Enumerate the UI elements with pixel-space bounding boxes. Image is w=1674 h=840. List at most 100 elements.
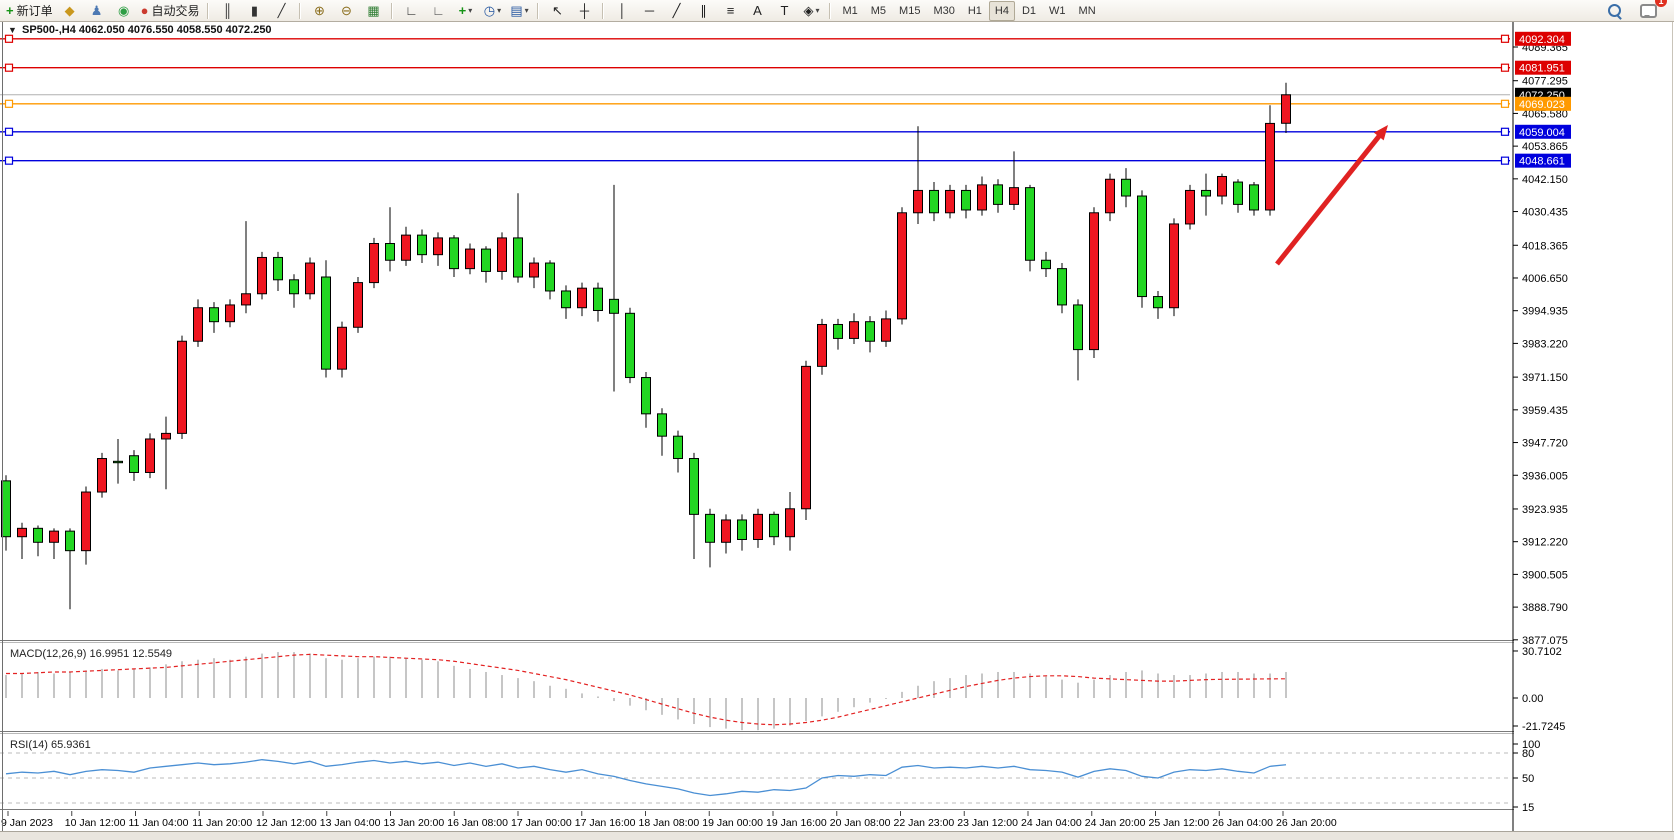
navigator-button[interactable]: ∟ xyxy=(425,0,451,22)
macd-histogram-bar xyxy=(1029,673,1031,698)
add-indicator-button[interactable]: + ▾ xyxy=(452,0,478,22)
candle-body xyxy=(129,455,139,473)
time-tick-label: 16 Jan 08:00 xyxy=(447,817,508,829)
text-label-icon: T xyxy=(780,3,789,18)
resistance-line-upper-handle[interactable] xyxy=(1500,34,1510,43)
candle-body xyxy=(49,530,59,543)
market-watch-button[interactable]: ♟ xyxy=(84,0,110,22)
text-icon: A xyxy=(753,3,762,18)
horizontal-line-button[interactable]: ─ xyxy=(636,0,662,22)
periods-clock-icon: ◷ xyxy=(483,3,496,18)
bar-chart-button[interactable]: ║ xyxy=(214,0,240,22)
timeframe-button-h1[interactable]: H1 xyxy=(967,4,982,17)
support-line-upper-handle[interactable] xyxy=(1500,127,1510,136)
vertical-line-button[interactable]: │ xyxy=(609,0,635,22)
macd-histogram-bar xyxy=(933,681,935,698)
trend-arrow-line[interactable] xyxy=(1275,131,1384,266)
timeframe-button-d1[interactable]: D1 xyxy=(1021,4,1037,17)
support-line-lower-handle[interactable] xyxy=(1500,156,1510,165)
candles-icon: ▮ xyxy=(250,3,259,18)
trend-arrow-head[interactable] xyxy=(1373,125,1388,141)
zoom-out-button[interactable]: ⊖ xyxy=(333,0,359,22)
resistance-line-upper-handle[interactable] xyxy=(4,34,14,43)
candle-body xyxy=(801,365,811,510)
orange-level-line-handle[interactable] xyxy=(1500,99,1510,108)
candle-body xyxy=(337,326,347,370)
time-tick-label: 22 Jan 23:00 xyxy=(894,817,955,829)
zoom-in-button[interactable]: ⊕ xyxy=(306,0,332,22)
macd-histogram-bar xyxy=(341,659,343,698)
navigator-window-icon: ∟ xyxy=(432,3,445,18)
periods-button[interactable]: ◷ ▾ xyxy=(479,0,505,22)
arrows-button[interactable]: ◈ ▾ xyxy=(798,0,824,22)
macd-histogram-bar xyxy=(1045,676,1047,698)
timeframe-button-m5[interactable]: M5 xyxy=(870,4,887,17)
timeframe-button-mn[interactable]: MN xyxy=(1078,4,1096,17)
resistance-line-lower-badge xyxy=(1515,60,1571,75)
profiles-icon: ◆ xyxy=(64,3,75,18)
timeframe-button-m15[interactable]: M15 xyxy=(899,4,921,17)
candle-body xyxy=(161,432,171,440)
tile-windows-button[interactable]: ▦ xyxy=(360,0,386,22)
support-line-lower-handle[interactable] xyxy=(4,156,14,165)
signals-button[interactable]: ◉ xyxy=(111,0,137,22)
macd-histogram-bar xyxy=(1269,673,1271,698)
trendline-button[interactable]: ╱ xyxy=(663,0,689,22)
support-line-upper-handle[interactable] xyxy=(4,127,14,136)
price-tick-label: 4030.435 xyxy=(1522,207,1568,219)
timeframe-button-w1[interactable]: W1 xyxy=(1049,4,1066,17)
search-button[interactable] xyxy=(1601,0,1627,22)
crosshair-button[interactable]: ┼ xyxy=(571,0,597,22)
candle-body xyxy=(385,242,395,261)
macd-histogram-bar xyxy=(885,698,887,699)
price-tick-label: 4018.365 xyxy=(1522,240,1568,252)
fibonacci-button[interactable]: ≡ xyxy=(717,0,743,22)
candle-body xyxy=(641,377,651,415)
time-tick-label: 9 Jan 2023 xyxy=(1,817,53,829)
time-tick-label: 12 Jan 12:00 xyxy=(256,817,317,829)
candle-body xyxy=(449,237,459,270)
macd-histogram-bar xyxy=(293,652,295,698)
candle-body xyxy=(33,527,43,543)
candle-body xyxy=(289,279,299,295)
macd-histogram-bar xyxy=(789,698,791,726)
resistance-line-lower-handle[interactable] xyxy=(1500,63,1510,72)
candlestick-button[interactable]: ▮ xyxy=(241,0,267,22)
chart-dropdown-icon[interactable]: ▼ xyxy=(8,25,17,35)
notification-badge: 1 xyxy=(1655,0,1667,7)
new-order-button[interactable]: + 新订单 xyxy=(3,0,56,22)
notifications-button[interactable]: 1 xyxy=(1635,0,1667,22)
candle-body xyxy=(321,276,331,370)
timeframe-button-m30[interactable]: M30 xyxy=(933,4,955,17)
macd-histogram-bar xyxy=(1221,671,1223,698)
toolbar-separator xyxy=(207,2,210,19)
candle-body xyxy=(1009,187,1019,205)
cursor-button[interactable]: ↖ xyxy=(544,0,570,22)
candle-body xyxy=(97,458,107,493)
rsi-tick-label: 50 xyxy=(1522,773,1534,785)
equidistant-channel-button[interactable]: ∥ xyxy=(690,0,716,22)
price-tick-label: 3900.505 xyxy=(1522,569,1568,581)
text-button[interactable]: A xyxy=(744,0,770,22)
candle-body xyxy=(1201,189,1211,197)
timeframe-button-m1[interactable]: M1 xyxy=(842,4,858,17)
orange-level-line-handle[interactable] xyxy=(4,99,14,108)
resistance-line-lower-handle[interactable] xyxy=(4,63,14,72)
macd-histogram-bar xyxy=(261,653,263,698)
chevron-down-icon: ▾ xyxy=(524,5,529,15)
templates-button[interactable]: ▤ ▾ xyxy=(506,0,532,22)
macd-histogram-bar xyxy=(309,653,311,698)
profiles-button[interactable]: ◆ xyxy=(57,0,83,22)
text-label-button[interactable]: T xyxy=(771,0,797,22)
resistance-line-upper-badge-label: 4092.304 xyxy=(1519,34,1565,46)
candle-body xyxy=(529,262,539,278)
price-tick-label: 3971.150 xyxy=(1522,372,1568,384)
data-window-button[interactable]: ∟ xyxy=(398,0,424,22)
timeframe-button-h4[interactable]: H4 xyxy=(988,0,1015,21)
candle-body xyxy=(689,458,699,515)
candle-body xyxy=(945,189,955,214)
candle-body xyxy=(849,321,859,339)
autotrading-button[interactable]: ● 自动交易 xyxy=(138,0,203,22)
line-chart-button[interactable]: ╱ xyxy=(268,0,294,22)
